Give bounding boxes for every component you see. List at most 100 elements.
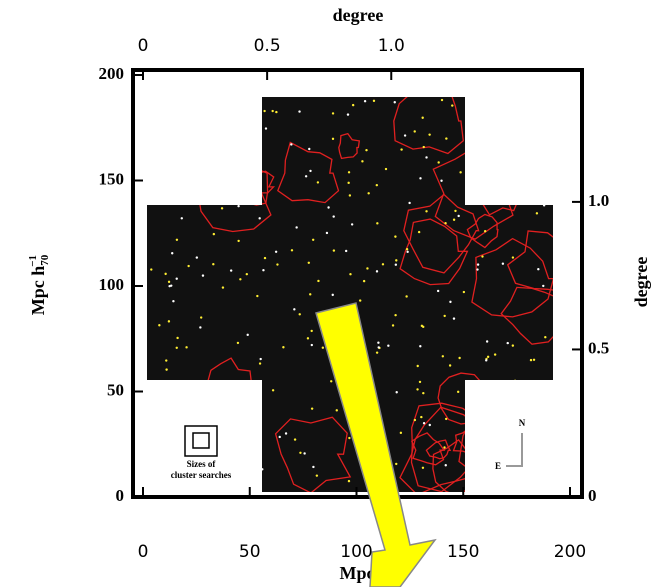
source — [541, 428, 544, 431]
source — [347, 181, 350, 185]
y-axis-label: Mpc h70−1 — [27, 254, 51, 315]
contour — [209, 97, 257, 138]
x-axis-label: Mpc — [340, 563, 375, 583]
source — [170, 392, 174, 396]
source — [308, 147, 311, 151]
source — [422, 391, 425, 395]
source — [490, 386, 494, 389]
source — [405, 248, 409, 251]
source — [246, 333, 249, 337]
source — [149, 146, 152, 149]
source — [224, 385, 228, 388]
source — [485, 340, 489, 343]
compass-n: N — [519, 418, 526, 428]
source — [476, 268, 479, 271]
source — [375, 351, 379, 354]
source — [177, 169, 181, 172]
source — [503, 418, 506, 421]
source — [264, 127, 268, 130]
source — [346, 113, 350, 116]
source — [361, 160, 364, 163]
source — [440, 179, 443, 182]
source — [307, 261, 311, 264]
contour — [458, 384, 553, 478]
source — [459, 171, 462, 174]
y-label-sub: 70 — [39, 254, 51, 266]
source — [325, 231, 329, 235]
source — [309, 293, 312, 296]
source — [327, 206, 330, 209]
source — [220, 207, 224, 210]
x2-tick-label: 0 — [138, 36, 149, 56]
source — [316, 181, 320, 184]
source — [212, 232, 216, 236]
source — [542, 204, 546, 207]
source — [452, 317, 456, 320]
source — [493, 353, 497, 356]
source — [533, 458, 536, 462]
source — [298, 313, 301, 316]
y-tick-label: 0 — [116, 486, 125, 505]
source — [358, 299, 362, 302]
source — [332, 215, 335, 218]
source — [332, 249, 336, 252]
source — [229, 199, 233, 203]
source — [330, 380, 333, 383]
source — [167, 280, 171, 284]
source — [437, 161, 440, 164]
source — [394, 263, 398, 266]
source — [350, 223, 354, 226]
source — [189, 107, 192, 111]
source — [511, 344, 515, 347]
source — [501, 438, 504, 441]
source — [175, 238, 179, 241]
source — [163, 139, 167, 142]
source — [545, 196, 548, 200]
source — [477, 126, 480, 129]
source — [422, 422, 426, 425]
source — [263, 256, 267, 260]
source — [176, 336, 179, 340]
source — [150, 268, 153, 271]
source — [465, 102, 468, 105]
source — [258, 362, 262, 365]
source — [537, 158, 540, 162]
source — [189, 165, 193, 168]
source — [408, 201, 411, 205]
source — [365, 148, 368, 152]
source — [229, 102, 233, 105]
source — [259, 357, 262, 361]
source — [306, 337, 310, 340]
x2-tick-label: 0.5 — [254, 36, 281, 56]
source — [485, 359, 488, 362]
source — [391, 324, 395, 327]
source — [188, 110, 192, 113]
source — [348, 194, 352, 197]
source — [299, 451, 302, 454]
contour — [399, 218, 469, 286]
source — [335, 409, 338, 412]
source — [175, 277, 178, 280]
source — [236, 341, 240, 345]
source — [544, 335, 547, 339]
source — [400, 148, 403, 151]
source — [276, 263, 279, 266]
y-tick-label: 100 — [99, 275, 125, 294]
source — [310, 329, 313, 333]
source — [387, 344, 390, 347]
source — [448, 364, 452, 367]
source — [452, 218, 456, 221]
source — [351, 103, 355, 107]
source — [256, 294, 259, 298]
source — [421, 466, 425, 470]
source — [193, 192, 196, 195]
x-tick-label: 50 — [239, 542, 261, 562]
source — [405, 295, 408, 298]
source — [367, 192, 370, 195]
y-label-sup: −1 — [27, 255, 39, 267]
x2-axis-label: degree — [333, 5, 384, 25]
arrow — [315, 302, 437, 587]
source — [416, 364, 419, 368]
source — [451, 104, 454, 107]
